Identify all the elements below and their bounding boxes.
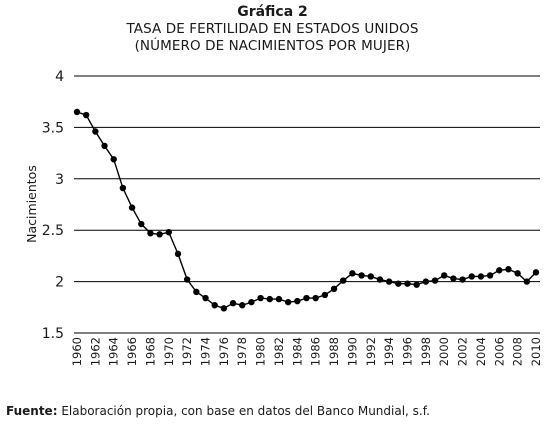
data-point: [284, 298, 292, 306]
chart-title-line-2: (NÚMERO DE NACIMIENTOS POR MUJER): [134, 38, 411, 54]
x-tick-label: 1998: [419, 337, 433, 366]
data-point: [193, 288, 200, 296]
data-point: [441, 272, 448, 279]
x-tick-label: 2010: [529, 337, 543, 366]
data-point: [165, 229, 172, 236]
data-point: [82, 111, 90, 119]
data-point: [303, 294, 310, 302]
x-tick-label: 1984: [290, 337, 304, 366]
data-point: [468, 273, 475, 280]
data-point: [147, 230, 154, 237]
x-tick-label: 1972: [180, 337, 194, 366]
y-tick-label: 1.5: [42, 326, 64, 342]
data-point: [294, 297, 301, 305]
x-tick-label: 1976: [217, 337, 231, 366]
data-point: [321, 291, 329, 299]
x-tick-label: 1978: [235, 337, 249, 366]
data-point: [340, 277, 347, 284]
x-tick-label: 2008: [511, 337, 525, 366]
x-tick-label: 1962: [88, 337, 102, 366]
data-point: [92, 128, 99, 135]
x-tick-label: 1992: [364, 337, 378, 366]
source-note: Fuente: Elaboración propia, con base en …: [6, 404, 430, 418]
series-line: [76, 111, 537, 310]
data-point: [110, 156, 117, 163]
x-tick-label: 1960: [70, 337, 84, 366]
y-tick-label: 2.5: [42, 223, 64, 239]
gridlines: [74, 75, 540, 283]
data-point: [486, 272, 494, 279]
x-tick-label: 1964: [107, 337, 121, 366]
x-tick-label: 1968: [143, 337, 157, 366]
x-tick-label: 1970: [162, 337, 176, 366]
x-tick-label: 1988: [327, 337, 341, 366]
y-axis-ticks: 1.5 2 2.5 3 3.5 4: [42, 69, 64, 342]
data-point: [138, 220, 145, 228]
data-point: [119, 184, 127, 192]
data-point: [367, 273, 374, 280]
data-point: [514, 270, 521, 277]
data-point: [523, 278, 531, 285]
data-point: [174, 250, 182, 258]
x-tick-label: 1974: [199, 337, 213, 366]
data-point: [349, 270, 356, 277]
data-point: [358, 272, 365, 279]
data-point: [239, 302, 246, 309]
y-axis-label: Nacimientos: [24, 165, 39, 243]
figure-label: Gráfica 2: [237, 4, 308, 20]
data-point: [202, 294, 209, 302]
data-point: [376, 276, 384, 283]
x-tick-label: 1990: [345, 337, 359, 366]
data-point: [477, 273, 485, 280]
chart-title-line-1: TASA DE FERTILIDAD EN ESTADOS UNIDOS: [126, 21, 419, 37]
data-point: [532, 269, 540, 276]
data-point: [330, 285, 338, 292]
data-point: [275, 295, 283, 303]
source-text: Elaboración propia, con base en datos de…: [57, 404, 430, 418]
data-point: [385, 278, 393, 285]
series-points: [73, 108, 540, 312]
x-tick-label: 2000: [437, 337, 451, 366]
data-point: [257, 294, 264, 302]
data-point: [395, 280, 402, 287]
data-point: [312, 294, 319, 302]
y-tick-label: 2: [55, 275, 64, 291]
x-tick-label: 2006: [492, 337, 506, 366]
data-point: [211, 302, 218, 309]
y-tick-label: 4: [55, 69, 64, 85]
x-axis-ticks: 1960 1962 1964 1966 1968 1970 1972 1974 1976 1978…: [70, 337, 543, 366]
data-point: [422, 278, 430, 285]
data-point: [101, 142, 108, 150]
source-label: Fuente:: [6, 404, 58, 418]
data-point: [404, 280, 411, 287]
x-tick-label: 1986: [309, 337, 323, 366]
y-tick-label: 3.5: [42, 120, 64, 136]
x-tick-label: 2004: [474, 337, 488, 366]
data-point: [450, 275, 457, 282]
x-tick-label: 1980: [254, 337, 268, 366]
x-tick-label: 1966: [125, 337, 139, 366]
y-tick-label: 3: [55, 172, 64, 188]
x-tick-label: 1994: [382, 337, 396, 366]
x-tick-label: 2002: [456, 337, 470, 366]
data-point: [496, 267, 503, 274]
data-point: [248, 298, 255, 306]
data-point: [156, 231, 163, 238]
data-point: [183, 276, 191, 283]
data-point: [413, 281, 420, 288]
data-point: [266, 295, 273, 303]
data-point: [128, 204, 136, 211]
data-point: [459, 276, 466, 283]
x-tick-label: 1996: [400, 337, 414, 366]
data-point: [73, 108, 81, 116]
x-tick-label: 1982: [272, 337, 286, 366]
data-point: [220, 305, 228, 312]
data-point: [431, 277, 439, 284]
data-point: [505, 266, 512, 273]
data-point: [229, 299, 237, 307]
